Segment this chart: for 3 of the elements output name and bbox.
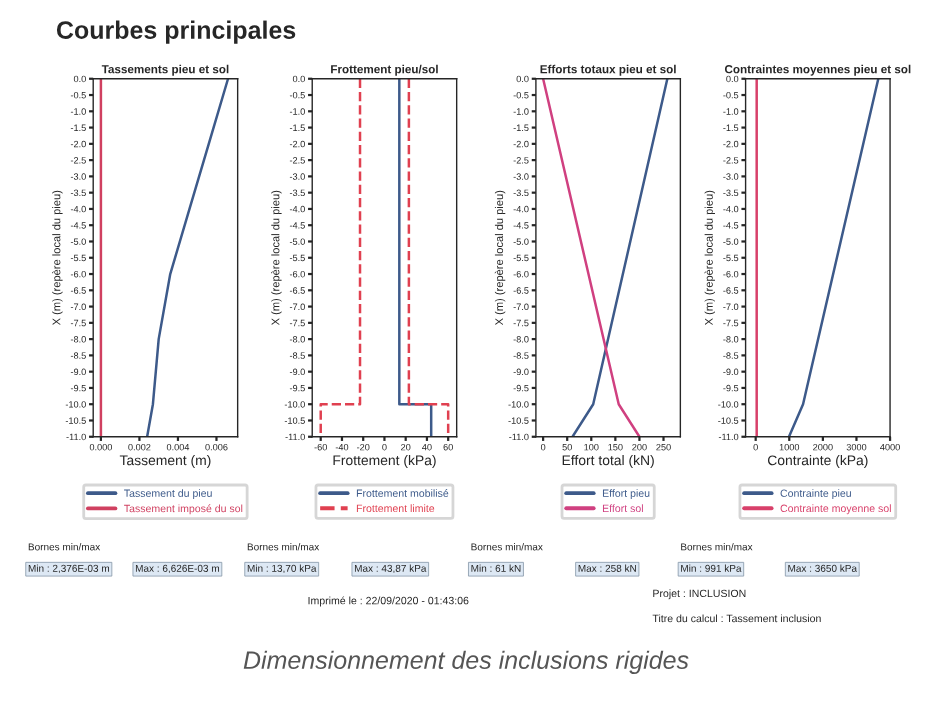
- text: Dimensionnement des inclusions rigides: [243, 650, 689, 674]
- line-series: [145, 78, 230, 437]
- text: Courbes principales: [56, 20, 296, 44]
